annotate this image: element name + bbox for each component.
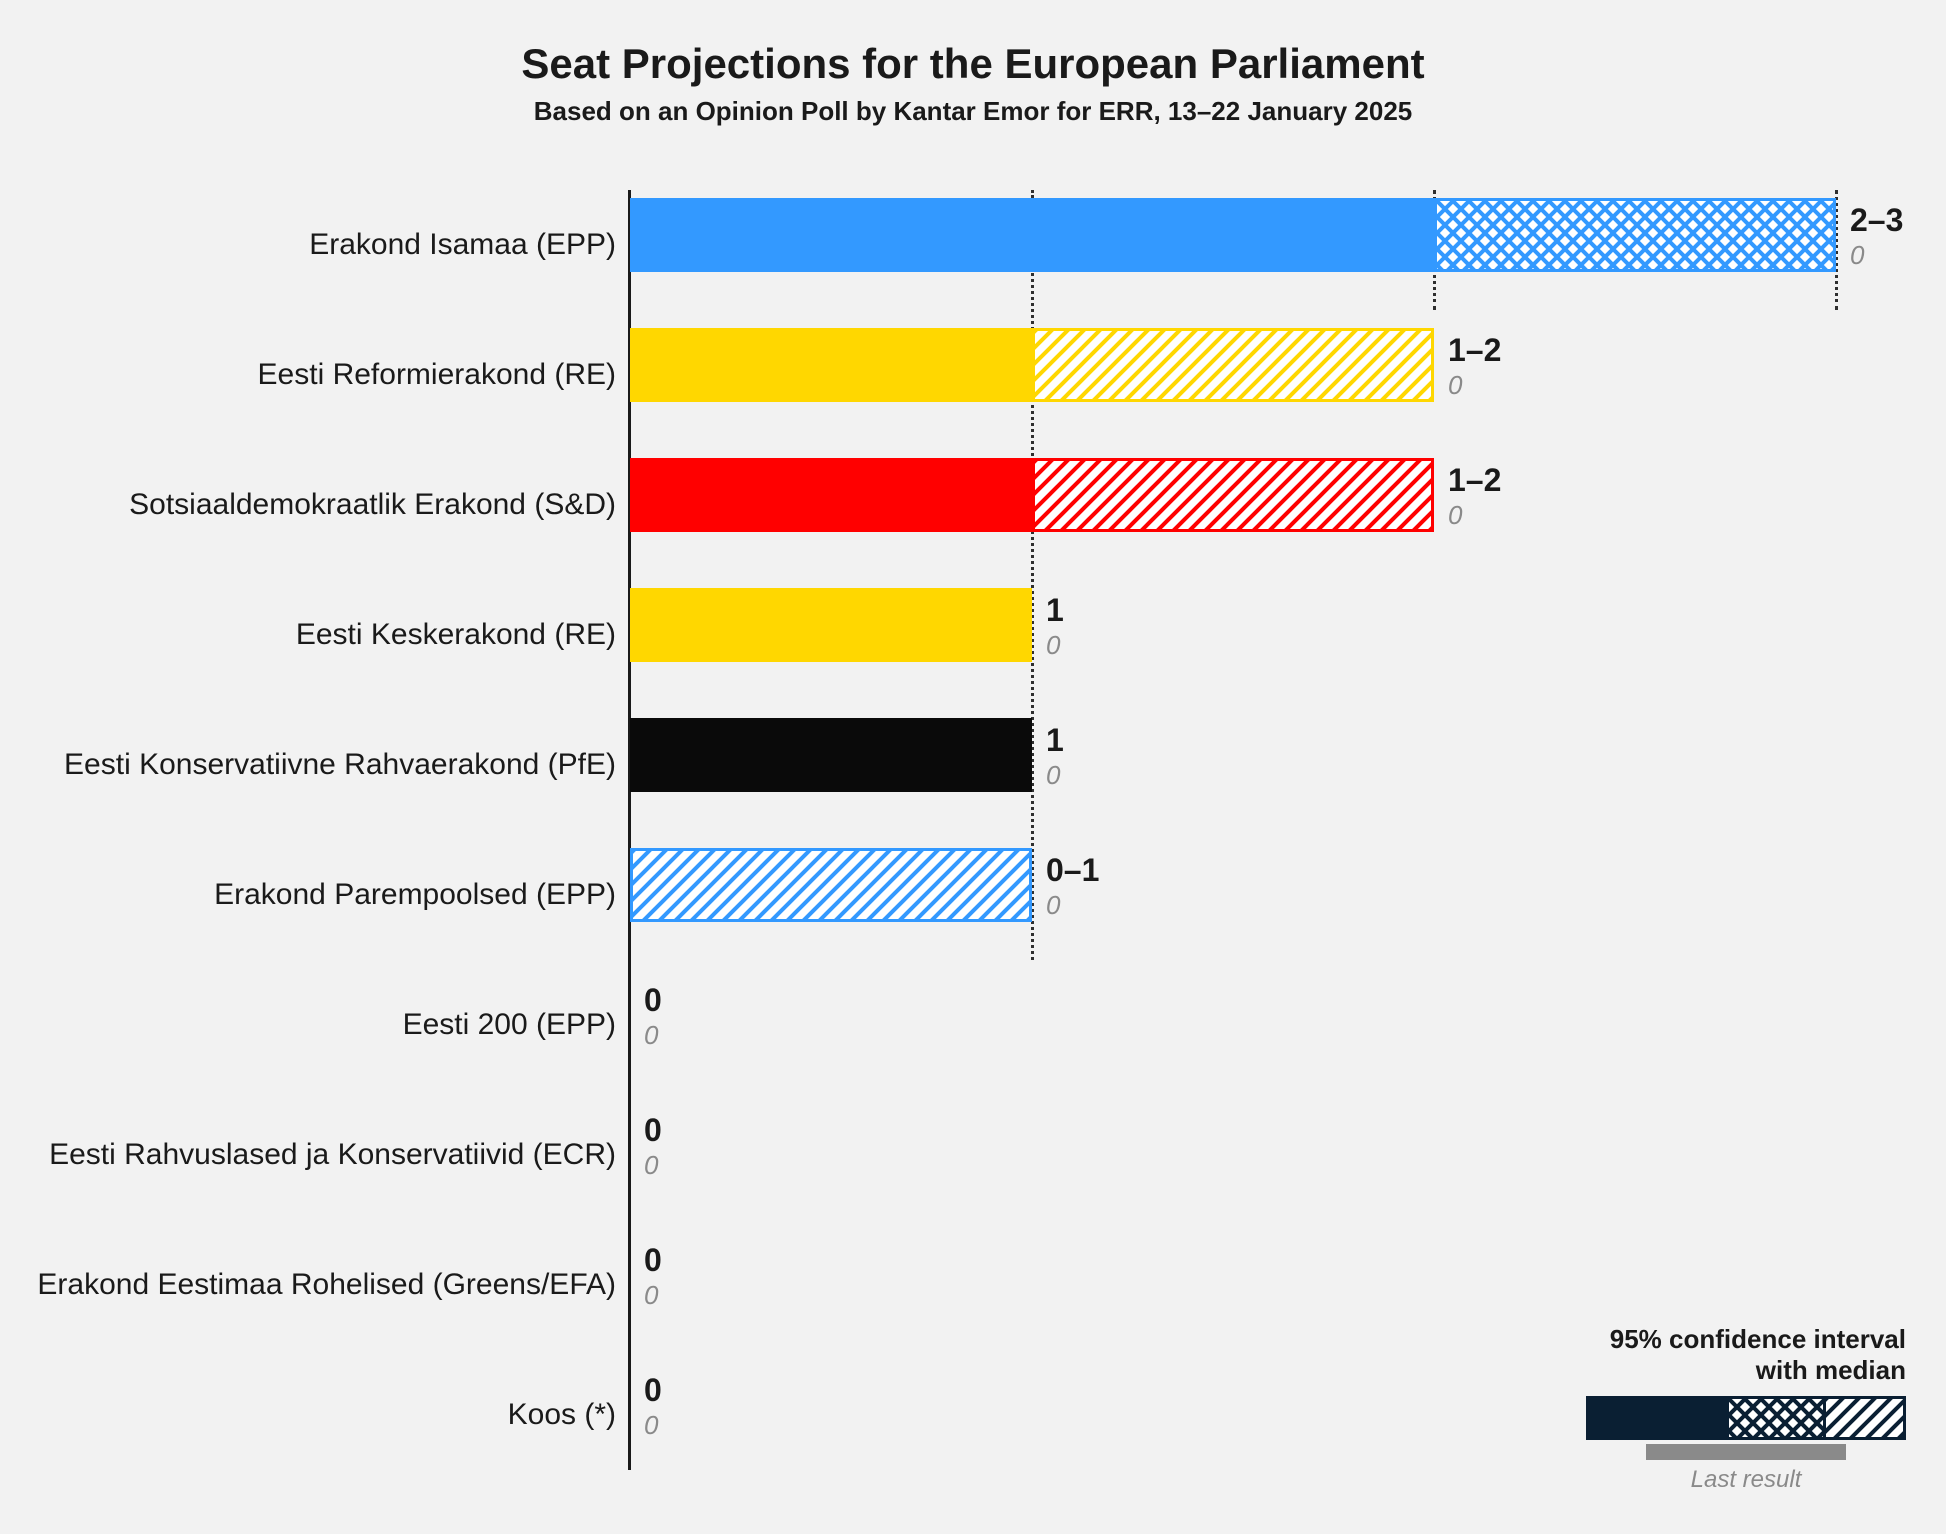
party-label: Eesti Rahvuslased ja Konservatiivid (ECR… <box>49 1138 616 1172</box>
party-label: Eesti Keskerakond (RE) <box>296 618 616 652</box>
legend-line1: 95% confidence interval <box>1610 1324 1906 1354</box>
legend-last-bar <box>1646 1444 1846 1460</box>
last-result-label: 0 <box>1046 890 1060 921</box>
legend-cross-hatch <box>1726 1396 1826 1440</box>
party-label: Eesti Konservatiivne Rahvaerakond (PfE) <box>64 748 616 782</box>
value-label: 1–2 <box>1448 332 1501 369</box>
party-label: Koos (*) <box>508 1398 616 1432</box>
party-label: Erakond Isamaa (EPP) <box>309 228 616 262</box>
bar-row: Erakond Isamaa (EPP) 2–30 <box>0 180 1946 310</box>
value-label: 0–1 <box>1046 852 1099 889</box>
last-result-label: 0 <box>644 1410 658 1441</box>
last-result-label: 0 <box>1448 370 1462 401</box>
bar-row: Sotsiaaldemokraatlik Erakond (S&D) 1–20 <box>0 440 1946 570</box>
bar-median <box>630 328 1032 402</box>
bar-median <box>630 718 1032 792</box>
last-result-label: 0 <box>644 1150 658 1181</box>
last-result-label: 0 <box>1046 760 1060 791</box>
value-label: 1 <box>1046 592 1064 629</box>
bar-confidence <box>630 848 1032 922</box>
last-result-label: 0 <box>1448 500 1462 531</box>
bar-row: Eesti Rahvuslased ja Konservatiivid (ECR… <box>0 1090 1946 1220</box>
value-label: 1 <box>1046 722 1064 759</box>
chart-container: Seat Projections for the European Parlia… <box>0 0 1946 1534</box>
party-label: Eesti 200 (EPP) <box>403 1008 616 1042</box>
bar-row: Erakond Parempoolsed (EPP) 0–10 <box>0 830 1946 960</box>
party-label: Erakond Parempoolsed (EPP) <box>214 878 616 912</box>
plot-area: Erakond Isamaa (EPP)2–30Eesti Reformiera… <box>0 170 1946 1470</box>
bar-row: Eesti Konservatiivne Rahvaerakond (PfE) 1… <box>0 700 1946 830</box>
bar-median <box>630 588 1032 662</box>
bar-confidence <box>1032 458 1434 532</box>
last-result-label: 0 <box>1046 630 1060 661</box>
legend-sample-bar <box>1586 1396 1906 1440</box>
legend-solid <box>1586 1396 1726 1440</box>
legend-line2: with median <box>1756 1355 1906 1385</box>
bar-row: Eesti Keskerakond (RE) 10 <box>0 570 1946 700</box>
last-result-label: 0 <box>644 1280 658 1311</box>
value-label: 0 <box>644 1112 662 1149</box>
bar-confidence <box>1032 328 1434 402</box>
value-label: 0 <box>644 1242 662 1279</box>
party-label: Eesti Reformierakond (RE) <box>258 358 616 392</box>
bar-row: Eesti 200 (EPP) 00 <box>0 960 1946 1090</box>
bar-confidence <box>1434 198 1836 272</box>
legend: 95% confidence interval with median Last… <box>1586 1324 1906 1494</box>
legend-last-text: Last result <box>1586 1466 1906 1494</box>
chart-title: Seat Projections for the European Parlia… <box>0 0 1946 88</box>
party-label: Erakond Eestimaa Rohelised (Greens/EFA) <box>37 1268 616 1302</box>
legend-title: 95% confidence interval with median <box>1586 1324 1906 1386</box>
bar-median <box>630 458 1032 532</box>
chart-subtitle: Based on an Opinion Poll by Kantar Emor … <box>0 96 1946 127</box>
last-result-label: 0 <box>1850 240 1864 271</box>
value-label: 0 <box>644 982 662 1019</box>
legend-diag-hatch <box>1826 1396 1906 1440</box>
bar-row: Eesti Reformierakond (RE) 1–20 <box>0 310 1946 440</box>
value-label: 0 <box>644 1372 662 1409</box>
legend-last-bar-wrap <box>1586 1444 1906 1462</box>
value-label: 1–2 <box>1448 462 1501 499</box>
value-label: 2–3 <box>1850 202 1903 239</box>
last-result-label: 0 <box>644 1020 658 1051</box>
bar-median <box>630 198 1434 272</box>
party-label: Sotsiaaldemokraatlik Erakond (S&D) <box>129 488 616 522</box>
